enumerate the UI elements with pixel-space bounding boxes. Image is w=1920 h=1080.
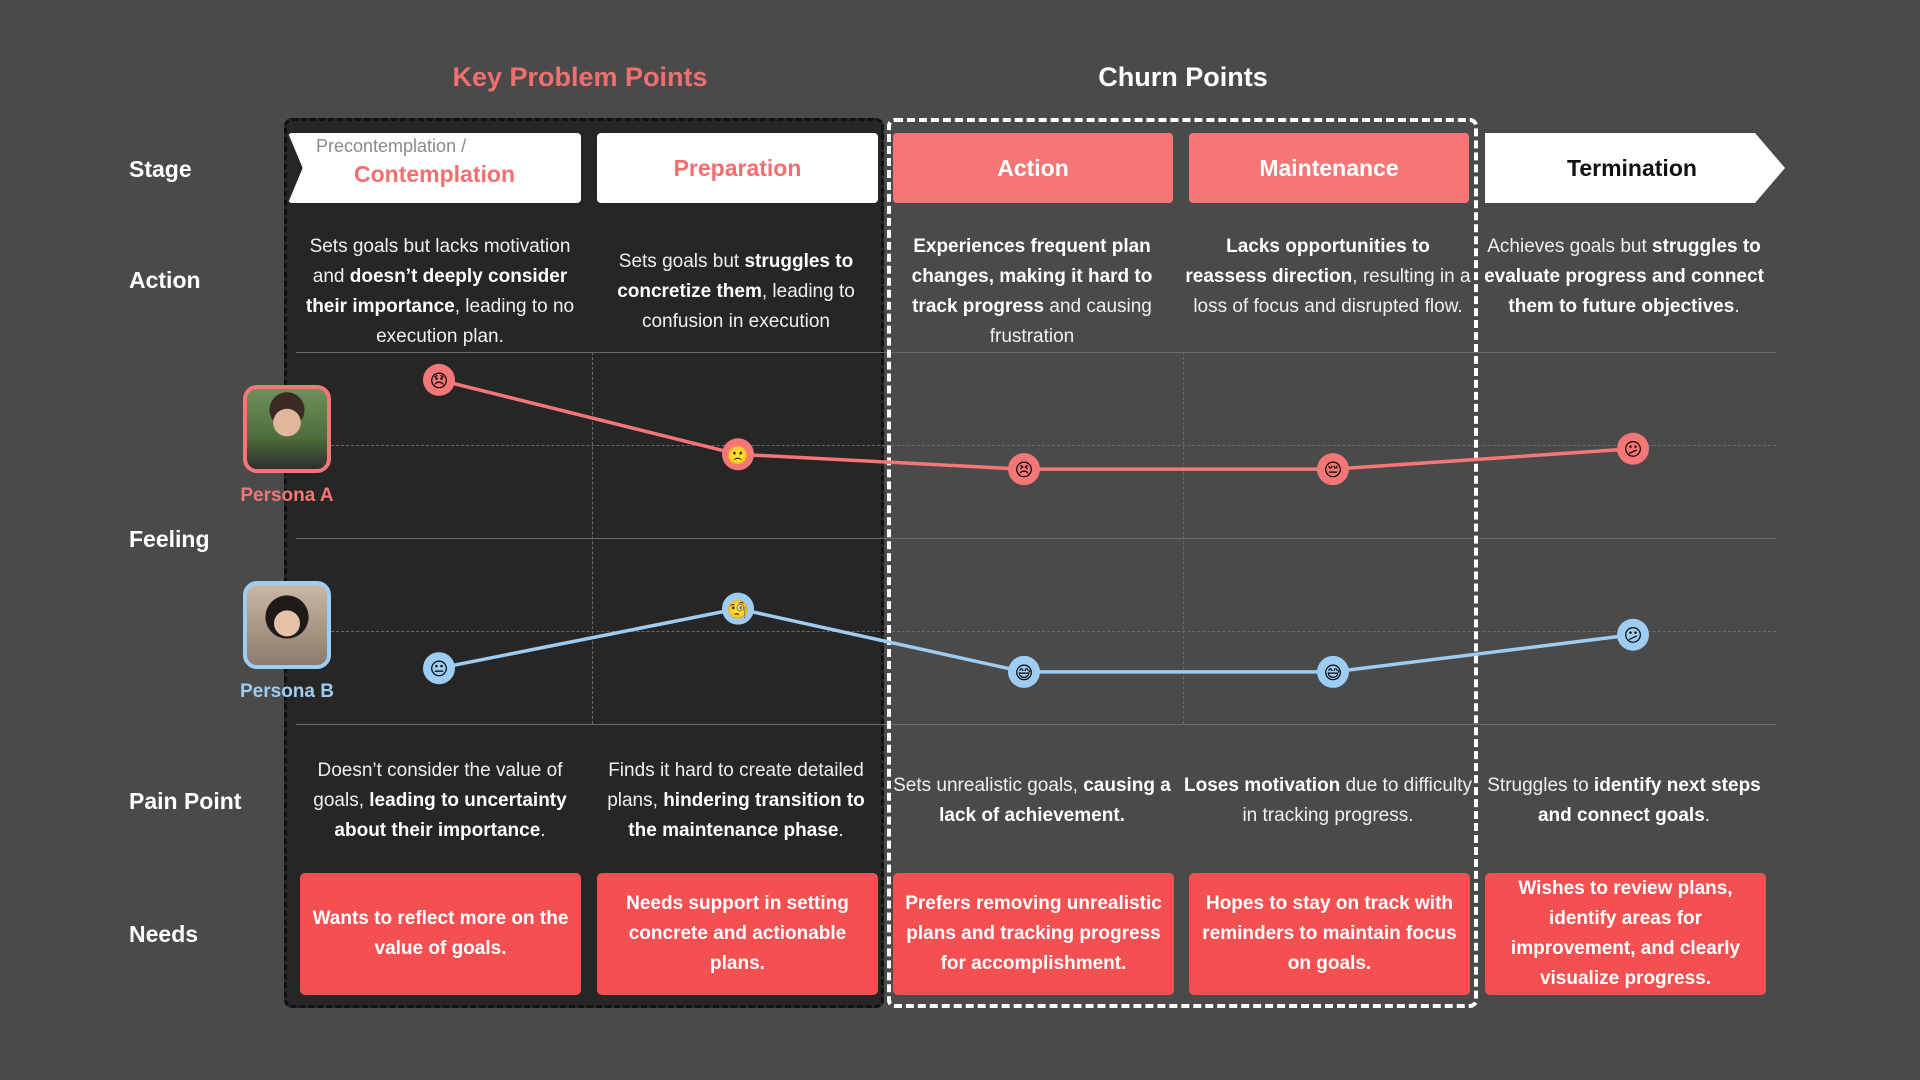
feeling-point-circle [1008, 655, 1040, 688]
feeling-emoji-icon: 😐 [430, 659, 449, 679]
feeling-point: 😐 [423, 652, 455, 685]
stage-termination: Termination [1485, 133, 1785, 203]
feeling-point: 😕 [1617, 618, 1649, 651]
feeling-point: 😅 [1317, 655, 1349, 688]
stage-maintenance: Maintenance [1189, 133, 1469, 203]
grid-vdash [1183, 352, 1184, 724]
row-label-needs: Needs [129, 921, 199, 947]
pain-point-cell: Sets unrealistic goals, causing a lack o… [893, 775, 1171, 826]
feeling-emoji-icon: 😣 [1015, 460, 1034, 480]
grid-line [296, 352, 1776, 353]
grid-line [296, 538, 1776, 539]
feeling-point-circle [1317, 655, 1349, 688]
grid-vdash [592, 352, 593, 724]
churn-region [887, 118, 1478, 1008]
feeling-point-circle [1317, 453, 1349, 486]
stage-label: Action [997, 154, 1069, 181]
persona-b-name: Persona B [240, 681, 334, 702]
feeling-emoji-icon: 🧐 [727, 600, 749, 620]
pain-point-cell: Loses motivation due to difficulty in tr… [1184, 775, 1472, 826]
action-cell: Lacks opportunities to reassess directio… [1185, 236, 1471, 317]
persona-a-name: Persona A [240, 485, 334, 506]
stage-label: Preparation [673, 154, 802, 181]
stage-action: Action [893, 133, 1173, 203]
series-line-persona-a [438, 378, 1634, 471]
feeling-point: 😣 [1008, 453, 1040, 486]
persona-a-avatar [243, 385, 331, 473]
feeling-point: 😞 [423, 363, 455, 396]
pain-point-cell: Finds it hard to create detailed plans, … [607, 760, 865, 841]
need-card: Hopes to stay on track with reminders to… [1189, 873, 1470, 995]
feeling-point-circle [1008, 453, 1040, 486]
key-problem-points-title: Key Problem Points [452, 62, 708, 92]
feeling-point: 🙁 [722, 438, 754, 471]
stage-sub-label: Precontemplation / [316, 136, 467, 156]
action-cell: Achieves goals but struggles to evaluate… [1484, 236, 1764, 317]
feeling-emoji-icon: 😕 [1624, 440, 1643, 460]
feeling-emoji-icon: 😕 [1624, 626, 1643, 646]
feeling-point: 😔 [1317, 453, 1349, 486]
need-card: Wishes to review plans, identify areas f… [1485, 873, 1766, 995]
grid-dash [296, 631, 1776, 632]
stage-label: Termination [1567, 154, 1697, 181]
feeling-point-circle [722, 438, 754, 471]
feeling-emoji-icon: 😅 [1324, 663, 1343, 683]
feeling-emoji-icon: 😔 [1324, 460, 1343, 480]
pain-point-cell: Doesn’t consider the value of goals, lea… [313, 760, 567, 841]
action-cell: Sets goals but lacks motivation and does… [305, 236, 575, 347]
row-label-feeling: Feeling [129, 526, 210, 552]
churn-points-title: Churn Points [1098, 62, 1268, 92]
feeling-emoji-icon: 😅 [1015, 663, 1034, 683]
stage-contemplation: Precontemplation / Contemplation [288, 133, 581, 203]
feeling-emoji-icon: 😞 [430, 371, 449, 391]
row-label-stage: Stage [129, 156, 192, 182]
feeling-point-circle [423, 363, 455, 396]
need-card: Wants to reflect more on the value of go… [300, 873, 581, 995]
key-problem-region [284, 118, 884, 1008]
feeling-point-circle [1617, 618, 1649, 651]
pain-point-cell: Struggles to identify next steps and con… [1487, 775, 1761, 826]
grid-line [296, 724, 1776, 725]
stage-label: Contemplation [354, 160, 515, 187]
feeling-point-circle [722, 592, 754, 625]
stage-preparation: Preparation [597, 133, 878, 203]
need-card: Prefers removing unrealistic plans and t… [893, 873, 1174, 995]
need-card: Needs support in setting concrete and ac… [597, 873, 878, 995]
feeling-point: 😕 [1617, 432, 1649, 465]
feeling-point: 🧐 [722, 592, 754, 625]
grid-dash [296, 445, 1776, 446]
stage-label: Maintenance [1259, 154, 1399, 181]
feeling-point-circle [423, 652, 455, 685]
row-label-pain-point: Pain Point [129, 788, 242, 814]
feeling-point-circle [1617, 432, 1649, 465]
action-cell: Sets goals but struggles to concretize t… [617, 251, 855, 332]
action-cell: Experiences frequent plan changes, makin… [911, 236, 1153, 347]
feeling-point: 😅 [1008, 655, 1040, 688]
persona-b-avatar [243, 581, 331, 669]
feeling-emoji-icon: 🙁 [727, 445, 749, 465]
row-label-action: Action [129, 267, 201, 293]
